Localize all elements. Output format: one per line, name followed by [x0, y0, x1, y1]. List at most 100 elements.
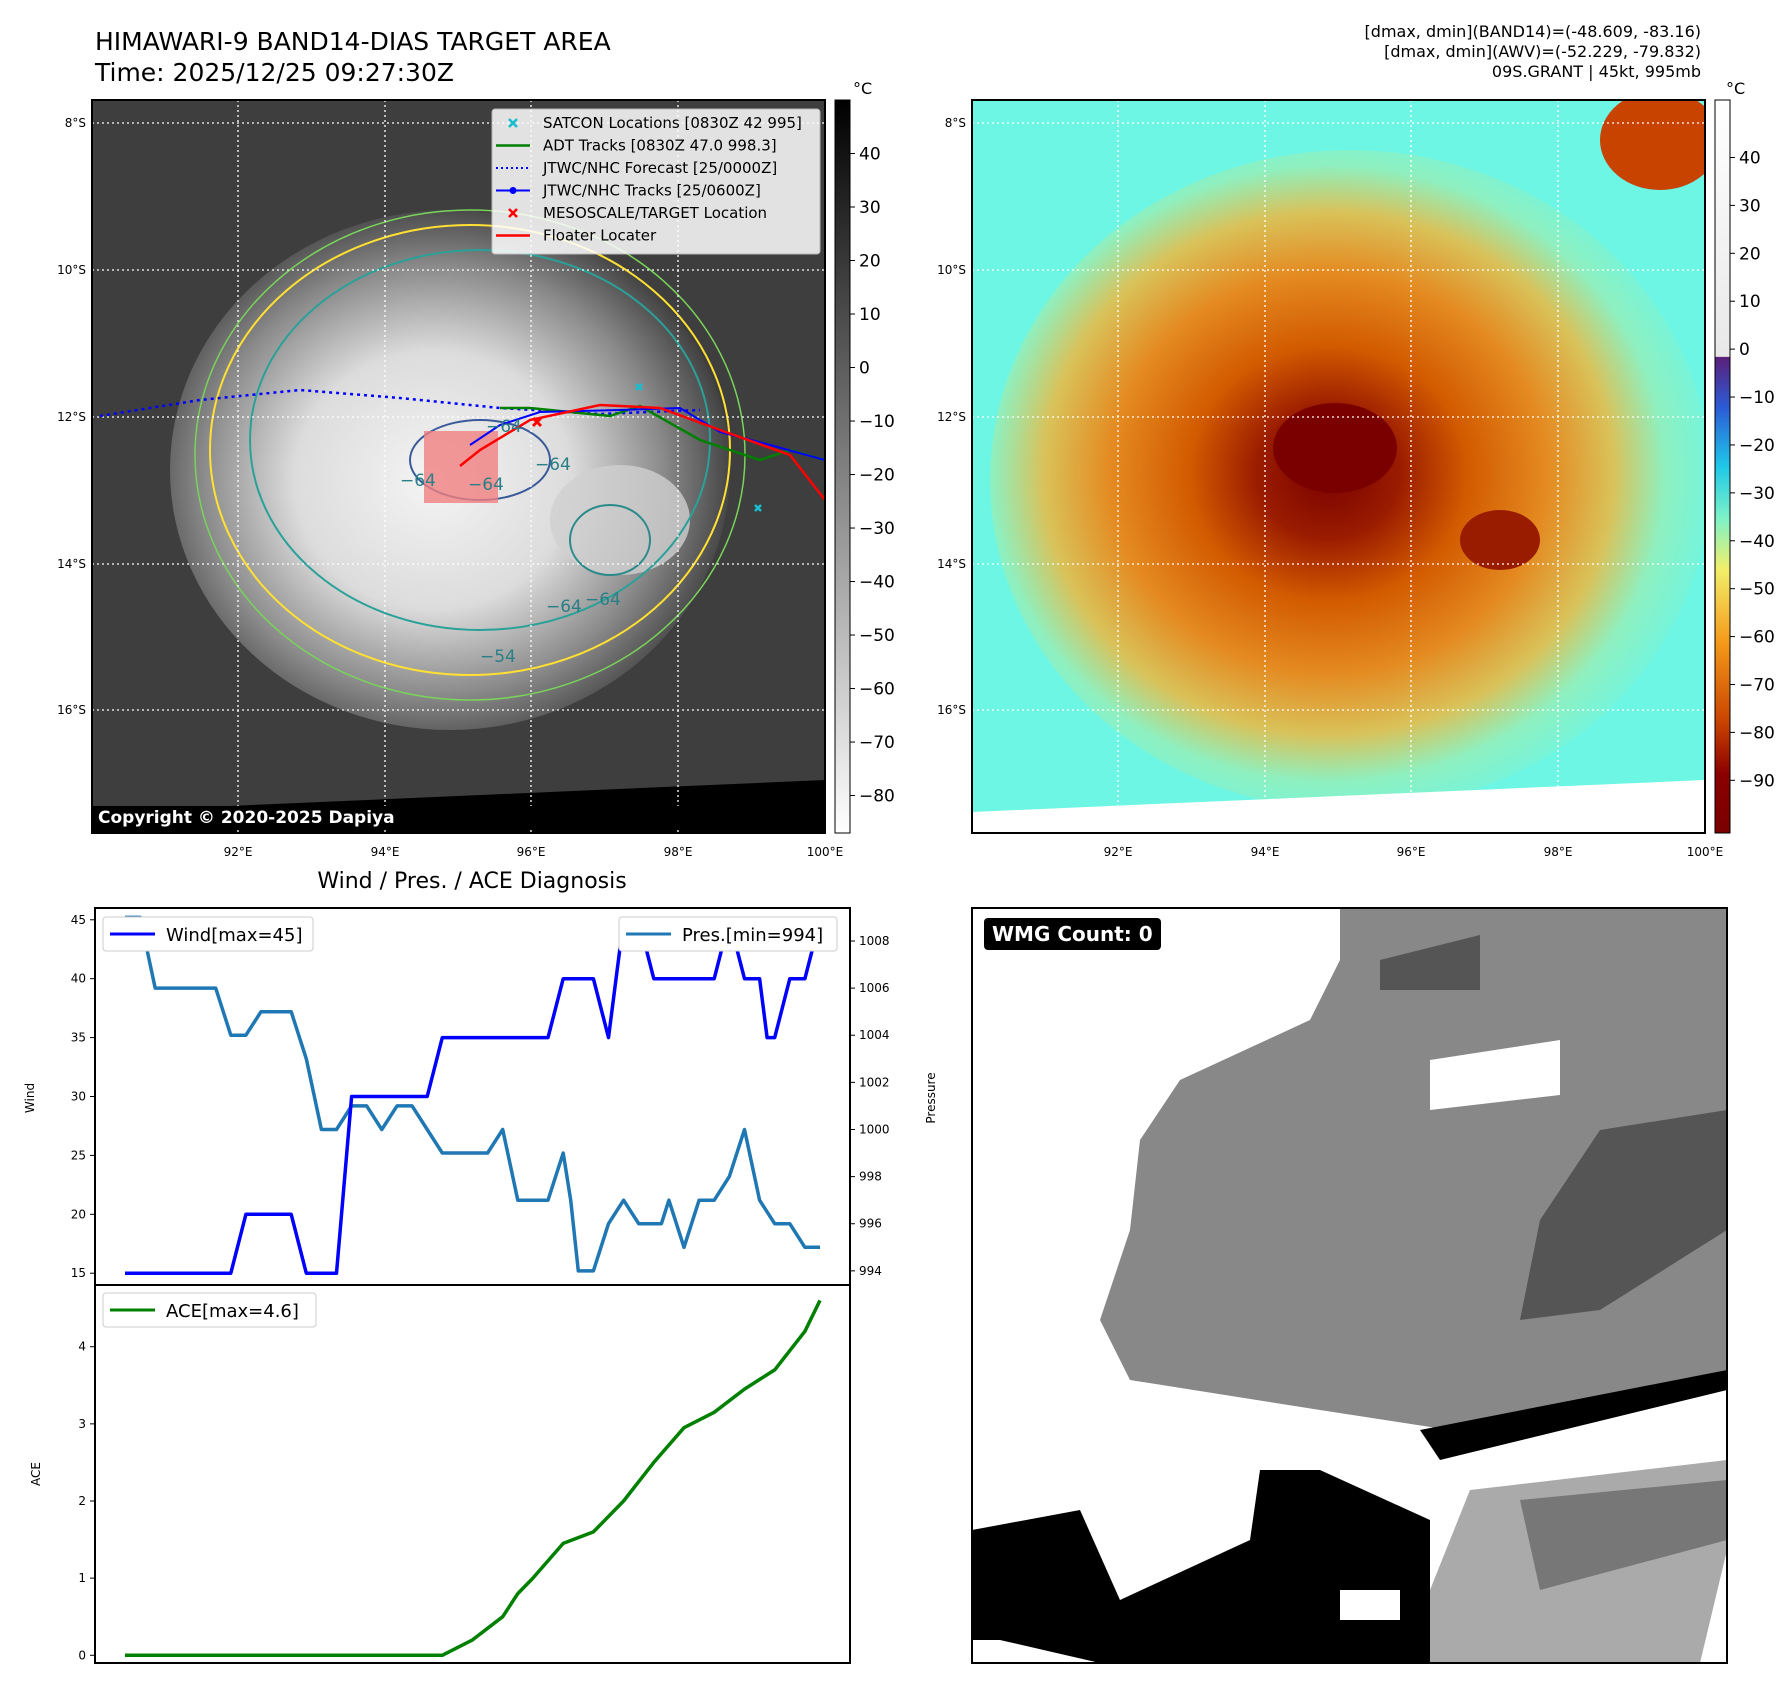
awv-colorbar [1714, 99, 1731, 834]
colorbar-tick-label: −50 [1739, 580, 1775, 600]
lat-tick-label: 14°S [937, 557, 966, 571]
colorbar-tick-label: 10 [859, 305, 881, 325]
stats-line-1: [dmax, dmin](BAND14)=(-48.609, -83.16) [1364, 22, 1701, 41]
legend-label: JTWC/NHC Forecast [25/0000Z] [542, 159, 777, 177]
pressure-legend: Pres.[min=994] [618, 916, 838, 952]
legend-marker [508, 208, 518, 218]
y-tick-label: 1008 [859, 934, 890, 948]
ace-legend-label: ACE[max=4.6] [166, 1301, 299, 1322]
awv-lat-labels: 8°S 10°S 12°S 14°S 16°S [937, 116, 966, 717]
legend-marker [509, 187, 517, 194]
y-tick-label: 35 [71, 1031, 86, 1045]
awv-frame [971, 99, 1706, 834]
lat-tick-label: 16°S [57, 703, 86, 717]
copyright-banner: Copyright © 2020-2025 Dapiya [92, 806, 824, 830]
lat-tick-label: 12°S [937, 410, 966, 424]
colorbar-tick-label: −60 [859, 680, 895, 700]
colorbar-tick-label: −30 [1739, 484, 1775, 504]
lon-tick-label: 94°E [371, 845, 400, 859]
y-tick-label: 15 [71, 1266, 86, 1280]
ir-colorbar-unit: °C [853, 79, 872, 98]
awv-nodata-strip [972, 780, 1705, 833]
colorbar-tick-label: −80 [1739, 723, 1775, 743]
contour-label: −54 [480, 647, 516, 667]
y-tick-label: 3 [78, 1417, 86, 1431]
colorbar-tick-label: −10 [1739, 388, 1775, 408]
colorbar-tick-label: −20 [1739, 436, 1775, 456]
ir-legend: SATCON Locations [0830Z 42 995] ADT Track… [491, 108, 821, 255]
y-tick-label: 1006 [859, 981, 890, 995]
title-line-2: Time: 2025/12/25 09:27:30Z [95, 58, 454, 87]
colorbar-tick-label: −30 [859, 519, 895, 539]
wmg-count-badge: WMG Count: 0 [984, 918, 1161, 950]
pressure-line [125, 915, 820, 1273]
stats-line-3: 09S.GRANT | 45kt, 995mb [1491, 62, 1701, 81]
colorbar-tick-label: 30 [1739, 196, 1761, 216]
contour-label: −64 [400, 471, 436, 491]
y-tick-label: 40 [71, 972, 86, 986]
wind-frame [94, 907, 851, 1286]
lon-tick-label: 94°E [1251, 845, 1280, 859]
ir-contour-labels: −64−64 −64−64−64−54−64 [400, 417, 621, 667]
contour-label: −64 [486, 417, 522, 437]
awv-colorbar-unit: °C [1726, 79, 1745, 98]
y-tick-label: 1000 [859, 1122, 890, 1136]
ace-legend: ACE[max=4.6] [102, 1292, 317, 1328]
wmg-black-region [972, 1470, 1430, 1663]
awv-lon-labels: 92°E 94°E 96°E 98°E 100°E [1104, 845, 1724, 859]
colorbar-tick-label: −40 [859, 573, 895, 593]
wind-yticks: 15 20 25 30 35 40 45 [71, 913, 95, 1280]
lon-tick-label: 96°E [1397, 845, 1426, 859]
colorbar-tick-label: 40 [1739, 148, 1761, 168]
ace-frame [94, 1284, 851, 1664]
y-tick-label: 1002 [859, 1075, 890, 1089]
lat-tick-label: 8°S [65, 116, 86, 130]
wind-ylabel: Wind [23, 1083, 37, 1113]
y-tick-label: 1 [78, 1571, 86, 1585]
colorbar-tick-label: 0 [859, 359, 870, 379]
ir-frame [91, 99, 826, 834]
awv-band-east [1460, 510, 1540, 570]
lon-tick-label: 92°E [224, 845, 253, 859]
colorbar-tick-label: 10 [1739, 292, 1761, 312]
wmg-midgray-region [1520, 1480, 1727, 1590]
figure-title: HIMAWARI-9 BAND14-DIAS TARGET AREA Time:… [95, 26, 611, 88]
wmg-dark-region [1520, 1110, 1727, 1320]
colorbar-tick-label: −70 [1739, 675, 1775, 695]
jtwc-track [469, 406, 825, 461]
contour-label: −64 [535, 455, 571, 475]
y-tick-label: 994 [859, 1264, 882, 1278]
y-tick-label: 25 [71, 1148, 86, 1162]
lon-tick-label: 96°E [517, 845, 546, 859]
ir-lat-labels: 8°S 10°S 12°S 14°S 16°S [57, 116, 86, 717]
lat-tick-label: 14°S [57, 557, 86, 571]
y-tick-label: 4 [78, 1340, 86, 1354]
wind-legend-label: Wind[max=45] [166, 925, 303, 946]
pressure-legend-label: Pres.[min=994] [682, 925, 823, 946]
lat-tick-label: 8°S [945, 116, 966, 130]
lat-tick-label: 10°S [937, 263, 966, 277]
diagnosis-title: Wind / Pres. / ACE Diagnosis [317, 869, 626, 894]
stats-block: [dmax, dmin](BAND14)=(-48.609, -83.16) [… [1365, 22, 1701, 82]
wind-legend: Wind[max=45] [102, 916, 314, 952]
lon-tick-label: 98°E [1544, 845, 1573, 859]
lat-tick-label: 16°S [937, 703, 966, 717]
colorbar-tick-label: −20 [859, 466, 895, 486]
wind-pressure-lines [125, 915, 822, 1275]
ir-colorbar [834, 99, 851, 834]
mesoscale-marker [531, 416, 543, 428]
lon-tick-label: 92°E [1104, 845, 1133, 859]
ir-contour-outer [249, 249, 711, 631]
awv-panel: 8°S10°S12°S14°S16°S 92°E 94°E 96°E 98°E 100°… [937, 79, 1775, 859]
legend-label: ADT Tracks [0830Z 47.0 998.3] [543, 137, 777, 155]
legend-label: SATCON Locations [0830Z 42 995] [543, 114, 802, 132]
y-tick-label: 45 [71, 913, 86, 927]
y-tick-label: 20 [71, 1207, 86, 1221]
colorbar-tick-label: 40 [859, 145, 881, 165]
lat-tick-label: 10°S [57, 263, 86, 277]
contour-label: −64 [585, 590, 621, 610]
colorbar-tick-label: 20 [859, 252, 881, 272]
contour-label: −64 [468, 475, 504, 495]
colorbar-tick-label: 20 [1739, 244, 1761, 264]
